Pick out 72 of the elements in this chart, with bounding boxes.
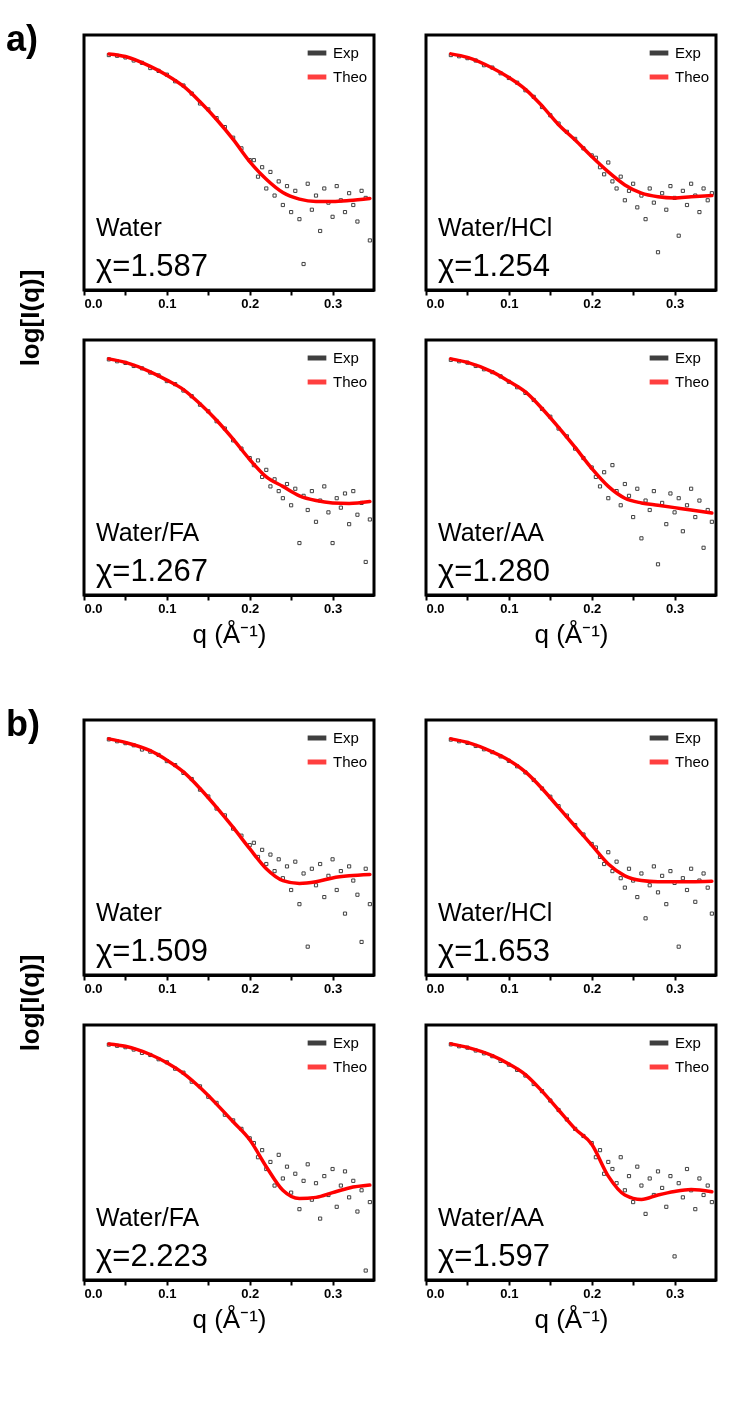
x-tick-label: 0.2 [583, 295, 602, 311]
annotation: χ=1.587 [96, 248, 208, 283]
annotation: Water [96, 898, 162, 926]
x-tick-label: 0.0 [426, 1285, 445, 1301]
annotation: Water [96, 213, 162, 241]
annotation: Water/FA [96, 518, 200, 546]
x-tick-label: 0.2 [241, 980, 260, 996]
x-axis-title: q (Å⁻¹) [192, 1303, 267, 1334]
annotation: Water/AA [438, 518, 545, 546]
legend-label: Theo [333, 753, 368, 770]
y-axis-title: log[I(q)] [14, 954, 46, 1052]
legend-label: Theo [333, 373, 368, 390]
x-tick-label: 0.0 [426, 600, 445, 616]
x-tick-label: 0.1 [158, 600, 177, 616]
annotation: χ=1.267 [96, 553, 208, 588]
legend-label: Exp [333, 729, 359, 746]
x-tick-label: 0.1 [158, 295, 177, 311]
annotation: χ=1.280 [438, 553, 550, 588]
x-tick-label: 0.3 [324, 1285, 343, 1301]
legend-label: Exp [675, 729, 701, 746]
x-tick-label: 0.2 [583, 600, 602, 616]
legend-label: Exp [675, 349, 701, 366]
annotation: χ=1.653 [438, 933, 550, 968]
x-tick-label: 0.0 [84, 600, 103, 616]
x-axis-title: q (Å⁻¹) [192, 618, 267, 649]
x-tick-label: 0.2 [583, 1285, 602, 1301]
x-tick-label: 0.3 [324, 295, 343, 311]
annotation: χ=1.597 [438, 1238, 550, 1273]
annotation: χ=2.223 [96, 1238, 208, 1273]
x-tick-label: 0.3 [324, 980, 343, 996]
x-axis-title: q (Å⁻¹) [534, 618, 609, 649]
x-tick-label: 0.3 [666, 295, 685, 311]
legend-label: Theo [333, 68, 368, 85]
x-tick-label: 0.1 [500, 600, 519, 616]
x-tick-label: 0.2 [241, 1285, 260, 1301]
legend-label: Theo [675, 1058, 710, 1075]
chart-title: b) [6, 703, 40, 745]
x-axis-title: q (Å⁻¹) [534, 1303, 609, 1334]
x-tick-label: 0.3 [324, 600, 343, 616]
x-tick-label: 0.3 [666, 1285, 685, 1301]
x-tick-label: 0.0 [426, 980, 445, 996]
x-tick-label: 0.0 [84, 980, 103, 996]
x-tick-label: 0.1 [158, 1285, 177, 1301]
x-tick-label: 0.1 [158, 980, 177, 996]
y-axis-title: log[I(q)] [14, 269, 46, 367]
chart-title: a) [6, 18, 39, 60]
x-tick-label: 0.1 [500, 295, 519, 311]
x-tick-label: 0.3 [666, 600, 685, 616]
legend-label: Theo [675, 373, 710, 390]
legend-label: Exp [675, 1034, 701, 1051]
x-tick-label: 0.2 [583, 980, 602, 996]
annotation: Water/FA [96, 1203, 200, 1231]
legend-label: Theo [675, 753, 710, 770]
legend-label: Exp [333, 1034, 359, 1051]
annotation: Water/HCl [438, 898, 553, 926]
legend-label: Exp [333, 44, 359, 61]
x-tick-label: 0.0 [84, 1285, 103, 1301]
legend-label: Exp [675, 44, 701, 61]
legend-label: Exp [333, 349, 359, 366]
annotation: χ=1.254 [438, 248, 550, 283]
x-tick-label: 0.2 [241, 600, 260, 616]
x-tick-label: 0.1 [500, 1285, 519, 1301]
legend-label: Theo [333, 1058, 368, 1075]
annotation: Water/AA [438, 1203, 545, 1231]
x-tick-label: 0.3 [666, 980, 685, 996]
x-tick-label: 0.1 [500, 980, 519, 996]
x-tick-label: 0.2 [241, 295, 260, 311]
x-tick-label: 0.0 [426, 295, 445, 311]
x-tick-label: 0.0 [84, 295, 103, 311]
annotation: Water/HCl [438, 213, 553, 241]
annotation: χ=1.509 [96, 933, 208, 968]
legend-label: Theo [675, 68, 710, 85]
